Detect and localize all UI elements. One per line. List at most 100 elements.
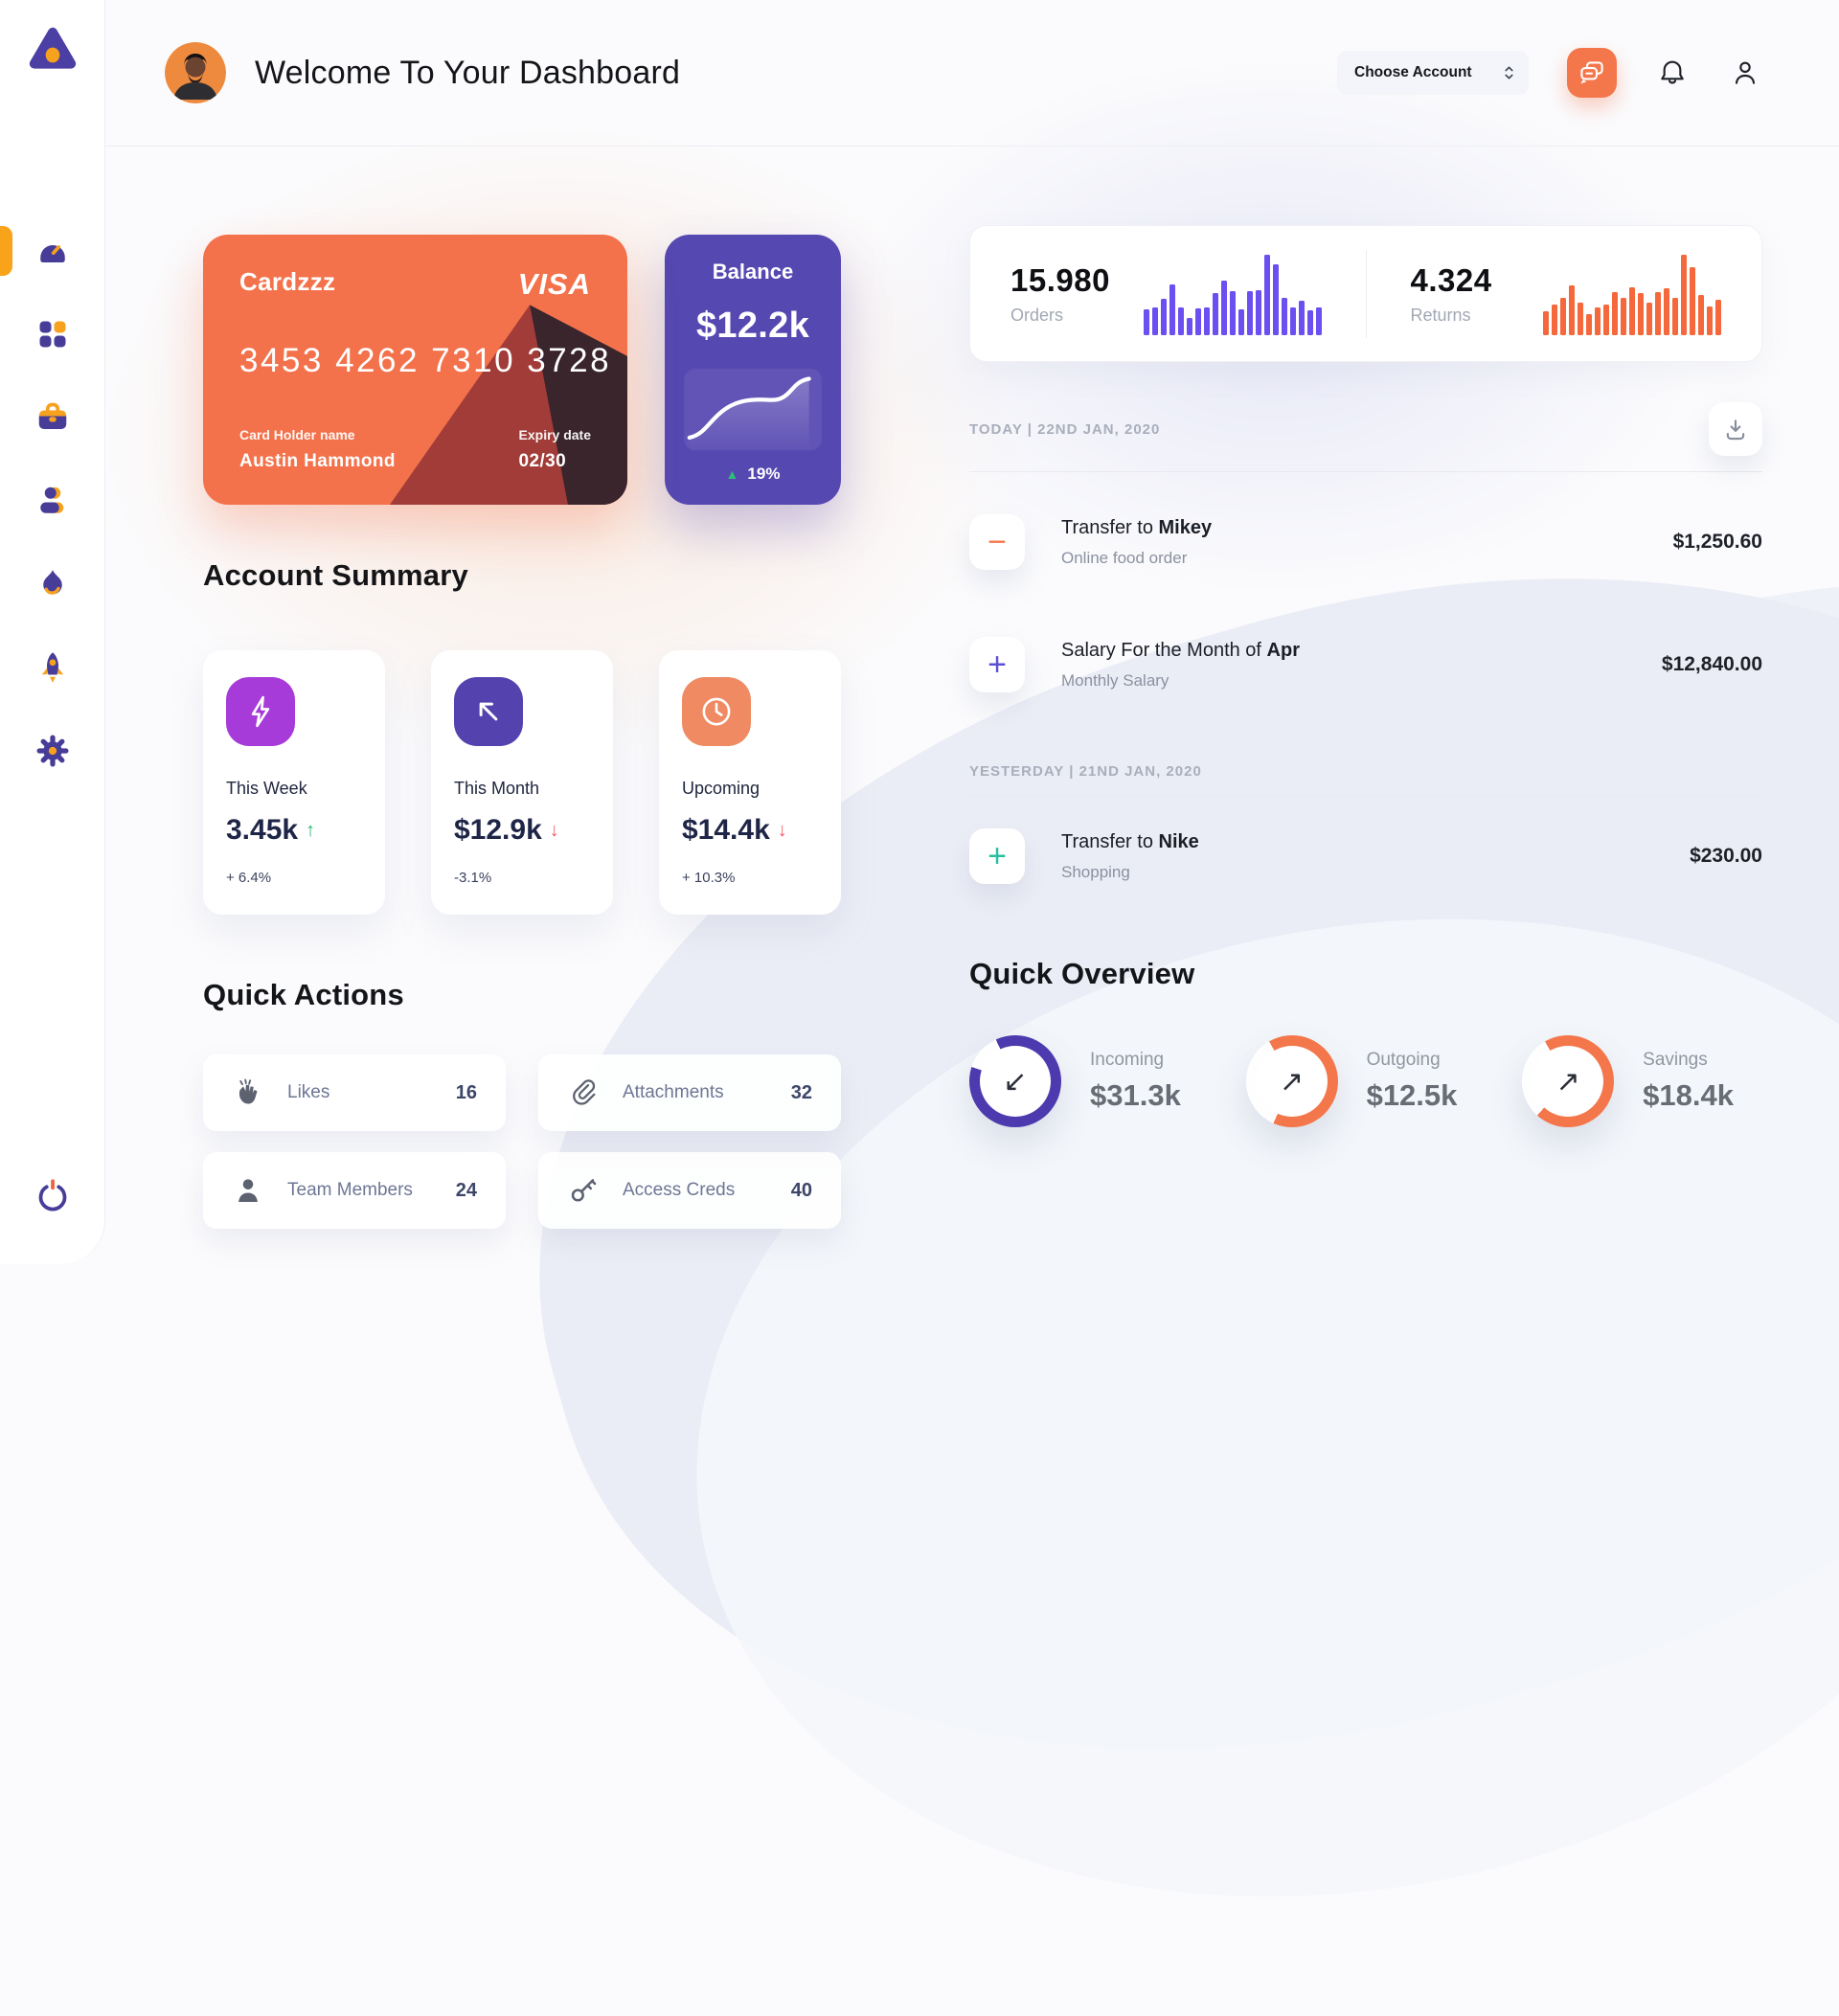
quick-action-label: Likes xyxy=(287,1082,330,1102)
messages-button[interactable] xyxy=(1567,48,1617,98)
trend-up-icon: ▲ xyxy=(725,466,739,482)
user-icon xyxy=(39,487,63,513)
arrow-down-left-icon: ↙ xyxy=(980,1046,1051,1117)
clock-icon xyxy=(682,677,751,746)
quick-action-count: 16 xyxy=(455,1081,477,1103)
transaction-subtitle: Shopping xyxy=(1061,862,1130,881)
quick-action-label: Attachments xyxy=(623,1082,724,1102)
summary-delta: + 6.4% xyxy=(226,870,272,886)
transaction-amount: $1,250.60 xyxy=(1672,531,1762,553)
orders-sparkline xyxy=(1143,253,1322,335)
overview-value: $18.4k xyxy=(1643,1078,1734,1112)
quick-overview-row: ↙ Incoming $31.3k ↗ Outgoing $12.5k ↗ Sa… xyxy=(969,1035,1762,1127)
orders-returns-card: 15.980 Orders 4.324 Returns xyxy=(969,225,1762,362)
balance-amount: $12.2k xyxy=(695,306,810,346)
plus-icon: + xyxy=(969,637,1025,692)
lightning-icon xyxy=(226,677,295,746)
minus-icon: − xyxy=(969,514,1025,570)
overview-label: Outgoing xyxy=(1366,1050,1441,1070)
quick-action-access-creds[interactable]: Access Creds 40 xyxy=(538,1152,841,1229)
transaction-amount: $230.00 xyxy=(1690,845,1762,867)
trend-down-icon: ↓ xyxy=(777,819,787,841)
balance-card: Balance $12.2k ▲ 19% xyxy=(665,235,841,505)
key-icon xyxy=(571,1179,597,1202)
member-icon xyxy=(238,1179,258,1203)
header: Welcome To Your Dashboard Choose Account xyxy=(105,0,1839,147)
arrow-up-left-icon xyxy=(454,677,523,746)
outgoing-donut-chart: ↗ xyxy=(1245,1035,1338,1127)
card-name: Cardzzz xyxy=(239,267,336,296)
paperclip-icon xyxy=(573,1079,596,1105)
orders-stat: 15.980 Orders xyxy=(1010,253,1322,335)
incoming-donut-chart: ↙ xyxy=(969,1035,1061,1127)
overview-label: Savings xyxy=(1643,1050,1708,1070)
logout-button[interactable] xyxy=(26,1168,79,1222)
savings-donut-chart: ↗ xyxy=(1522,1035,1615,1127)
card-holder-name: Austin Hammond xyxy=(239,451,396,471)
quick-action-likes[interactable]: Likes 16 xyxy=(203,1054,506,1131)
card-holder-label: Card Holder name xyxy=(239,427,355,442)
orders-value: 15.980 xyxy=(1010,261,1110,298)
messages-icon xyxy=(1580,61,1603,84)
download-button[interactable] xyxy=(1709,402,1762,456)
credit-card: Cardzzz VISA 3453 4262 7310 3728 Card Ho… xyxy=(203,235,627,505)
quick-actions-heading: Quick Actions xyxy=(203,978,404,1011)
transaction-row[interactable]: − Transfer to Mikey Online food order $1… xyxy=(969,514,1762,570)
balance-change: 19% xyxy=(747,464,781,483)
trend-up-icon: ↑ xyxy=(306,819,316,841)
summary-label: This Month xyxy=(454,779,540,798)
active-indicator xyxy=(0,226,12,276)
quick-action-team-members[interactable]: Team Members 24 xyxy=(203,1152,506,1229)
summary-delta: + 10.3% xyxy=(682,870,736,886)
summary-card-this-month: This Month $12.9k ↓ -3.1% xyxy=(431,650,613,915)
quick-action-attachments[interactable]: Attachments 32 xyxy=(538,1054,841,1131)
returns-value: 4.324 xyxy=(1410,261,1492,298)
overview-savings: ↗ Savings $18.4k xyxy=(1522,1035,1734,1127)
transaction-amount: $12,840.00 xyxy=(1661,653,1762,675)
clap-icon xyxy=(238,1078,258,1104)
choose-account-label: Choose Account xyxy=(1354,64,1472,80)
choose-account-select[interactable]: Choose Account xyxy=(1337,51,1529,95)
card-number: 3453 4262 7310 3728 xyxy=(239,342,612,379)
balance-line-chart xyxy=(684,369,822,451)
profile-button[interactable] xyxy=(1728,56,1762,90)
summary-label: This Week xyxy=(226,779,307,798)
overview-label: Incoming xyxy=(1090,1050,1165,1070)
balance-title: Balance xyxy=(712,260,794,283)
dashboard-gauge-icon xyxy=(39,245,65,262)
card-expiry-value: 02/30 xyxy=(518,451,567,471)
notifications-button[interactable] xyxy=(1655,56,1690,90)
returns-sparkline xyxy=(1543,253,1721,335)
summary-value: $14.4k xyxy=(682,814,770,846)
transaction-row[interactable]: + Salary For the Month of Apr Monthly Sa… xyxy=(969,637,1762,692)
apps-grid-icon xyxy=(39,321,65,348)
notification-bell-icon xyxy=(1661,60,1684,84)
summary-cards: This Week 3.45k ↑ + 6.4% This Month $12.… xyxy=(203,650,841,915)
transaction-title: Transfer to Nike xyxy=(1061,830,1199,852)
quick-action-label: Team Members xyxy=(287,1180,413,1200)
sidebar-item-work[interactable] xyxy=(0,391,105,444)
summary-value: $12.9k xyxy=(454,814,542,846)
yesterday-group-header: YESTERDAY | 21ND JAN, 2020 xyxy=(969,763,1202,780)
returns-stat: 4.324 Returns xyxy=(1410,253,1721,335)
user-avatar[interactable] xyxy=(165,42,226,103)
flame-icon xyxy=(42,570,62,595)
sidebar-item-settings[interactable] xyxy=(0,724,105,778)
quick-actions-grid: Likes 16 Attachments 32 Team Members 24 … xyxy=(203,1054,841,1229)
sidebar-item-boost[interactable] xyxy=(0,641,105,694)
transaction-row[interactable]: + Transfer to Nike Shopping $230.00 xyxy=(969,828,1762,884)
sidebar-nav xyxy=(0,224,105,778)
summary-value: 3.45k xyxy=(226,814,299,846)
left-column: Cardzzz VISA 3453 4262 7310 3728 Card Ho… xyxy=(203,235,841,1229)
chevron-up-down-icon xyxy=(1505,66,1513,79)
sidebar-item-activity[interactable] xyxy=(0,557,105,611)
quick-overview-heading: Quick Overview xyxy=(969,957,1195,990)
sidebar-item-dashboard[interactable] xyxy=(0,224,105,278)
power-icon xyxy=(38,1179,66,1212)
trend-down-icon: ↓ xyxy=(549,819,559,841)
sidebar-item-apps[interactable] xyxy=(0,307,105,361)
sidebar-item-contacts[interactable] xyxy=(0,474,105,528)
transaction-title: Transfer to Mikey xyxy=(1061,516,1213,538)
quick-action-count: 40 xyxy=(790,1179,812,1201)
transaction-subtitle: Monthly Salary xyxy=(1061,670,1169,690)
